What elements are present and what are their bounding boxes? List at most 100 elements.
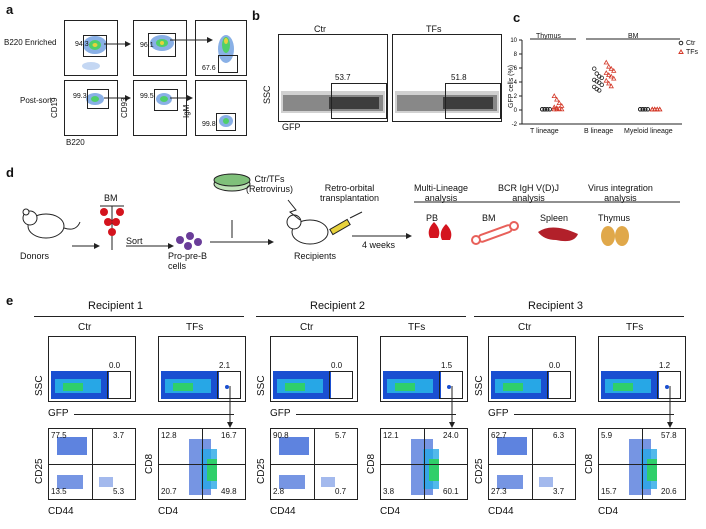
flow-plot-cd25-cd44: 62.7 6.3 27.3 3.7 [488, 428, 576, 500]
data-point-ctr [592, 84, 597, 90]
recipient-mouse-icon [286, 199, 329, 245]
data-point-tfs [611, 67, 617, 73]
data-point-tfs [554, 106, 560, 112]
axis-label-gfp: GFP [270, 408, 291, 419]
category-myeloid: Myeloid lineage [624, 128, 673, 135]
label-ctr: Ctr [300, 322, 314, 333]
data-point-tfs [556, 100, 562, 105]
syringe-icon [329, 211, 363, 236]
donor-mouse-icon [22, 208, 81, 239]
q-cd25-ul: 62.7 [491, 431, 507, 440]
y-tick-label: 6 [514, 66, 518, 72]
panel-label-e: e [6, 293, 14, 308]
value-a-r1c3: 67.6 [202, 65, 216, 72]
bone-icon [471, 221, 519, 245]
data-point-ctr [599, 75, 604, 80]
value-a-r1c2: 96.1 [140, 42, 154, 49]
data-point-ctr [597, 80, 602, 85]
flow-plot-ssc-ctr: 0.0 [270, 336, 358, 402]
data-point-tfs [603, 70, 609, 75]
panel-label-c: c [513, 10, 521, 25]
label-tissue-bm: BM [482, 213, 496, 223]
value-ctr: 0.0 [331, 361, 343, 370]
value-tfs: 2.1 [219, 361, 231, 370]
label-tfs: TFs [626, 322, 644, 333]
data-point-tfs [652, 106, 658, 112]
value-b-ctr: 53.7 [335, 73, 351, 82]
label-bm: BM [104, 193, 118, 203]
data-point-tfs [657, 106, 663, 112]
value-a-r2c2: 99.5 [140, 93, 154, 100]
q-cd8-ul: 5.9 [601, 431, 613, 440]
flow-plot-a-r1c1: 94.3 [64, 20, 118, 76]
legend-marker-tfs [678, 48, 684, 54]
q-cd25-ul: 77.5 [51, 431, 67, 440]
flow-plot-b-ctr: 53.7 [278, 34, 388, 122]
data-point-tfs [649, 106, 655, 112]
axis-label-cd44: CD44 [270, 506, 296, 517]
q-cd25-ll: 13.5 [51, 487, 67, 496]
panel-label-b: b [252, 8, 260, 23]
y-tick-label: 8 [514, 52, 518, 58]
value-a-r2c1: 99.3 [73, 93, 87, 100]
q-cd8-ur: 57.8 [661, 431, 677, 440]
q-cd8-lr: 49.8 [221, 487, 237, 496]
flow-plot-a-r1c2: 96.1 [133, 20, 187, 76]
thymus-icon [601, 226, 629, 246]
value-tfs: 1.2 [659, 361, 671, 370]
flow-plot-a-r1c3: 67.6 [195, 20, 247, 76]
label-ctr: Ctr [518, 322, 532, 333]
value-ctr: 0.0 [109, 361, 121, 370]
flow-plot-cd8-cd4: 12.1 24.0 3.8 60.1 [380, 428, 468, 500]
flow-plot-ssc-tfs: 2.1 [158, 336, 246, 402]
value-tfs: 1.5 [441, 361, 453, 370]
flow-plot-a-r2c3: 99.8 [195, 80, 247, 136]
chart-c: -2 0 2 4 6 8 10 [510, 38, 684, 128]
group-header-bm: BM [628, 33, 639, 40]
flow-plot-cd25-cd44: 77.5 3.7 13.5 5.3 [48, 428, 136, 500]
y-tick-label: 10 [510, 38, 517, 44]
q-cd8-ll: 20.7 [161, 487, 177, 496]
q-cd8-ur: 16.7 [221, 431, 237, 440]
axis-label-b220: B220 [66, 138, 85, 147]
data-point-ctr [638, 107, 643, 112]
value-a-r1c1: 94.3 [75, 41, 89, 48]
row-label-enriched: B220 Enriched [4, 38, 57, 47]
data-point-ctr [645, 107, 650, 112]
legend-marker-ctr [678, 40, 684, 46]
recipient-title: Recipient 1 [88, 300, 144, 312]
axis-label-cd44: CD44 [488, 506, 514, 517]
label-donors: Donors [20, 251, 50, 261]
label-cells: Pro-pre-B cells [168, 251, 208, 271]
recipient-title: Recipient 3 [528, 300, 584, 312]
y-tick-label: -2 [512, 122, 518, 128]
data-point-tfs [551, 93, 557, 98]
flow-plot-a-r2c2: 99.5 [133, 80, 187, 136]
label-tfs: TFs [186, 322, 204, 333]
data-point-tfs [608, 73, 614, 79]
data-point-tfs [608, 65, 614, 71]
label-multilineage: Multi-Lineage analysis [414, 183, 469, 203]
label-tfs: TFs [408, 322, 426, 333]
panel-a-arrows [104, 37, 213, 101]
label-spleen: Spleen [540, 213, 569, 223]
data-point-tfs [611, 75, 617, 81]
category-t-lineage: T lineage [530, 128, 559, 135]
legend-ctr: Ctr [686, 40, 696, 47]
y-tick-label: 2 [514, 94, 518, 100]
data-point-ctr [594, 71, 599, 76]
flow-plot-b-tfs: 51.8 [392, 34, 502, 122]
label-4weeks: 4 weeks [362, 240, 396, 250]
q-cd25-ll: 2.8 [273, 487, 285, 496]
data-point-ctr [599, 82, 604, 87]
flow-plot-ssc-ctr: 0.0 [48, 336, 136, 402]
axis-label-cd4: CD4 [380, 506, 401, 517]
data-point-ctr [540, 107, 545, 112]
data-point-ctr [592, 66, 597, 71]
q-cd25-lr: 5.3 [113, 487, 125, 496]
bone-marrow-icon [100, 205, 124, 250]
spleen-icon [538, 227, 578, 242]
retrovirus-dish-icon [213, 173, 251, 192]
y-tick-label: 0 [514, 108, 518, 114]
data-point-tfs [606, 72, 612, 77]
